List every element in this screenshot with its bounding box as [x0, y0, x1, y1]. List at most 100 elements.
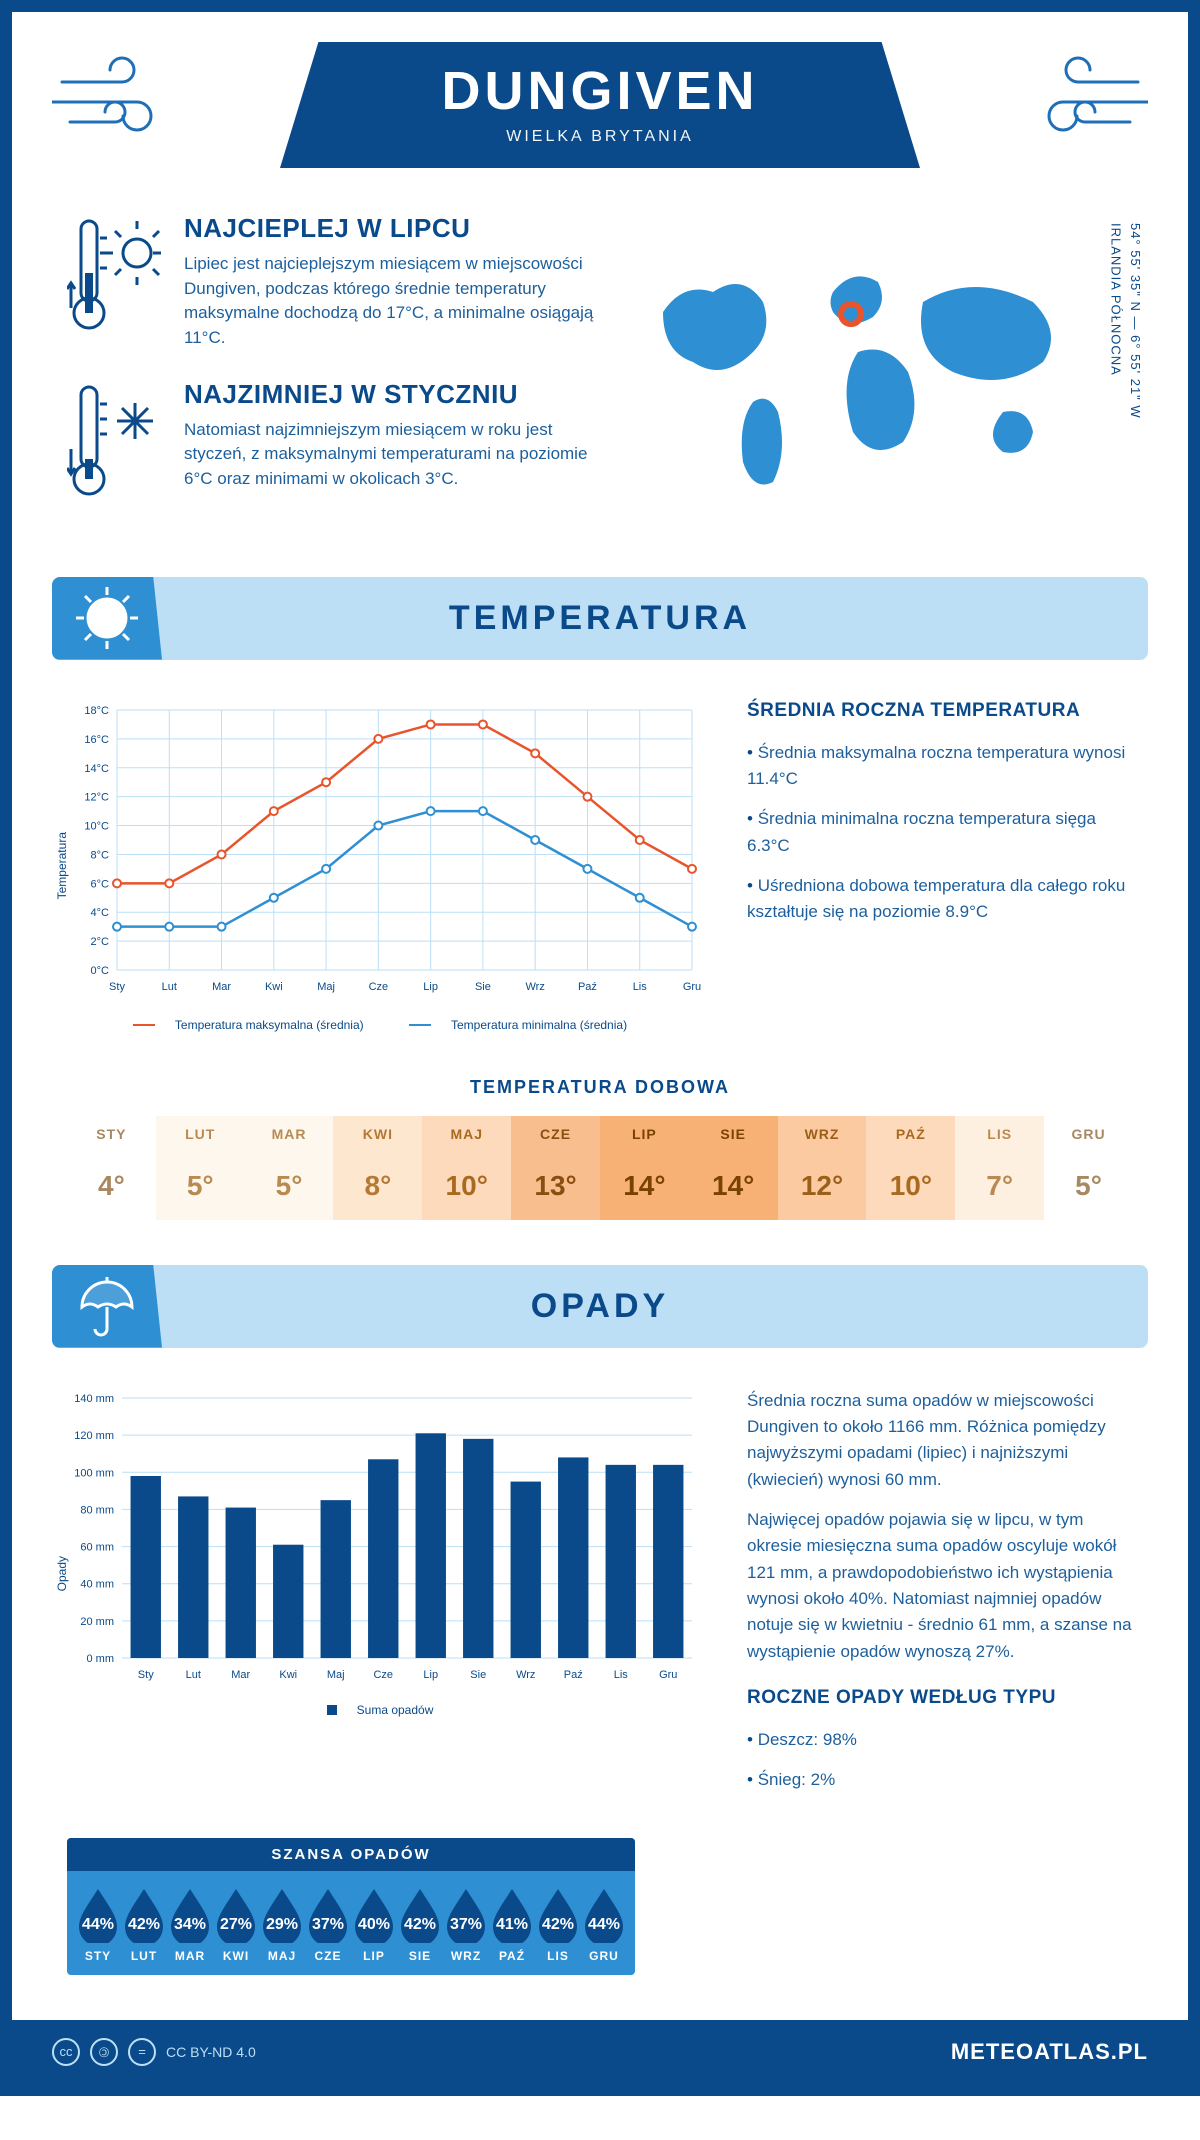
temp-legend: Temperatura maksymalna (średnia) Tempera…	[67, 1015, 707, 1032]
svg-text:Lut: Lut	[186, 1669, 201, 1681]
svg-text:18°C: 18°C	[84, 705, 109, 717]
rain-chance-item: 44% GRU	[581, 1887, 627, 1963]
rain-chance-item: 37% CZE	[305, 1887, 351, 1963]
daily-temp-cell: LIS7°	[955, 1116, 1044, 1220]
svg-text:29%: 29%	[266, 1916, 298, 1933]
svg-text:20 mm: 20 mm	[80, 1615, 114, 1627]
daily-temp-cell: SIE14°	[689, 1116, 778, 1220]
city-title: DUNGIVEN	[380, 60, 820, 122]
precipitation-bar-chart: Opady 0 mm20 mm40 mm60 mm80 mm100 mm120 …	[67, 1388, 707, 1808]
svg-text:80 mm: 80 mm	[80, 1504, 114, 1516]
warmest-block: NAJCIEPLEJ W LIPCU Lipiec jest najcieple…	[67, 213, 603, 351]
rain-chance-item: 42% LUT	[121, 1887, 167, 1963]
warmest-body: Lipiec jest najcieplejszym miesiącem w m…	[184, 252, 603, 351]
svg-text:Mar: Mar	[231, 1669, 250, 1681]
license: cc 🄯 = CC BY-ND 4.0	[52, 2038, 256, 2066]
umbrella-icon	[52, 1265, 162, 1348]
wind-icon	[52, 52, 182, 147]
coldest-block: NAJZIMNIEJ W STYCZNIU Natomiast najzimni…	[67, 379, 603, 514]
svg-text:Mar: Mar	[212, 981, 231, 993]
summary-bullet: Śnieg: 2%	[747, 1767, 1133, 1793]
svg-text:Wrz: Wrz	[516, 1669, 535, 1681]
wind-icon	[1018, 52, 1148, 147]
nd-icon: =	[128, 2038, 156, 2066]
svg-text:Lut: Lut	[162, 981, 177, 993]
svg-text:60 mm: 60 mm	[80, 1541, 114, 1553]
rain-chance-item: 34% MAR	[167, 1887, 213, 1963]
thermometer-snow-icon	[67, 379, 162, 514]
svg-text:Kwi: Kwi	[279, 1669, 297, 1681]
svg-text:Paź: Paź	[578, 981, 597, 993]
temperature-title: TEMPERATURA	[82, 599, 1118, 638]
daily-temp-cell: KWI8°	[333, 1116, 422, 1220]
rain-chance-item: 29% MAJ	[259, 1887, 305, 1963]
world-map: 54° 55' 35" N — 6° 55' 21" W IRLANDIA PÓ…	[633, 213, 1133, 542]
page-frame: DUNGIVEN WIELKA BRYTANIA	[0, 0, 1200, 2096]
thermometer-sun-icon	[67, 213, 162, 351]
precipitation-summary: Średnia roczna suma opadów w miejscowośc…	[747, 1388, 1133, 1808]
svg-text:Gru: Gru	[683, 981, 701, 993]
svg-text:Maj: Maj	[317, 981, 335, 993]
intro-section: NAJCIEPLEJ W LIPCU Lipiec jest najcieple…	[12, 188, 1188, 577]
svg-text:42%: 42%	[404, 1916, 436, 1933]
coordinates: 54° 55' 35" N — 6° 55' 21" W IRLANDIA PÓ…	[1106, 223, 1145, 419]
country-subtitle: WIELKA BRYTANIA	[380, 128, 820, 146]
svg-text:40 mm: 40 mm	[80, 1578, 114, 1590]
svg-text:Sty: Sty	[109, 981, 125, 993]
temperature-summary: ŚREDNIA ROCZNA TEMPERATURA Średnia maksy…	[747, 700, 1133, 1032]
rain-chance-item: 44% STY	[75, 1887, 121, 1963]
svg-text:Kwi: Kwi	[265, 981, 283, 993]
daily-temp-cell: LUT5°	[156, 1116, 245, 1220]
precip-legend: Suma opadów	[67, 1703, 707, 1718]
site-name: METEOATLAS.PL	[951, 2039, 1148, 2065]
svg-text:0 mm: 0 mm	[87, 1653, 115, 1665]
rain-chance-panel: SZANSA OPADÓW 44% STY 42% LUT 34% MAR 27…	[67, 1838, 635, 1975]
svg-text:41%: 41%	[496, 1916, 528, 1933]
svg-text:40%: 40%	[358, 1916, 390, 1933]
svg-text:Lis: Lis	[614, 1669, 629, 1681]
svg-text:37%: 37%	[312, 1916, 344, 1933]
by-icon: 🄯	[90, 2038, 118, 2066]
temperature-chart-row: Temperatura 0°C2°C4°C6°C8°C10°C12°C14°C1…	[12, 660, 1188, 1052]
rain-chance-item: 27% KWI	[213, 1887, 259, 1963]
svg-text:Lip: Lip	[423, 981, 438, 993]
svg-text:Gru: Gru	[659, 1669, 677, 1681]
rain-chance-item: 37% WRZ	[443, 1887, 489, 1963]
cc-icon: cc	[52, 2038, 80, 2066]
daily-temp-cell: WRZ12°	[778, 1116, 867, 1220]
summary-bullet: Deszcz: 98%	[747, 1727, 1133, 1753]
svg-text:Wrz: Wrz	[526, 981, 545, 993]
daily-temp-cell: LIP14°	[600, 1116, 689, 1220]
svg-text:4°C: 4°C	[91, 907, 110, 919]
svg-text:2°C: 2°C	[91, 936, 110, 948]
svg-text:120 mm: 120 mm	[74, 1430, 114, 1442]
temperature-section-header: TEMPERATURA	[52, 577, 1148, 660]
svg-text:Sty: Sty	[138, 1669, 154, 1681]
warmest-title: NAJCIEPLEJ W LIPCU	[184, 213, 603, 244]
footer: cc 🄯 = CC BY-ND 4.0 METEOATLAS.PL	[12, 2020, 1188, 2084]
header: DUNGIVEN WIELKA BRYTANIA	[12, 12, 1188, 188]
daily-temp-cell: PAŹ10°	[866, 1116, 955, 1220]
summary-bullet: Uśredniona dobowa temperatura dla całego…	[747, 873, 1133, 926]
svg-text:10°C: 10°C	[84, 820, 109, 832]
precipitation-title: OPADY	[82, 1287, 1118, 1326]
title-banner: DUNGIVEN WIELKA BRYTANIA	[280, 42, 920, 168]
svg-text:44%: 44%	[588, 1916, 620, 1933]
temperature-line-chart: Temperatura 0°C2°C4°C6°C8°C10°C12°C14°C1…	[67, 700, 707, 1032]
svg-text:44%: 44%	[82, 1916, 114, 1933]
svg-text:0°C: 0°C	[91, 965, 110, 977]
svg-text:140 mm: 140 mm	[74, 1393, 114, 1405]
svg-text:Lis: Lis	[633, 981, 648, 993]
svg-text:14°C: 14°C	[84, 762, 109, 774]
svg-text:34%: 34%	[174, 1916, 206, 1933]
svg-text:100 mm: 100 mm	[74, 1467, 114, 1479]
svg-text:42%: 42%	[128, 1916, 160, 1933]
svg-text:Sie: Sie	[475, 981, 491, 993]
svg-text:16°C: 16°C	[84, 733, 109, 745]
svg-text:8°C: 8°C	[91, 849, 110, 861]
rain-chance-item: 42% SIE	[397, 1887, 443, 1963]
daily-temp-cell: GRU5°	[1044, 1116, 1133, 1220]
svg-text:Paź: Paź	[564, 1669, 583, 1681]
summary-bullet: Średnia maksymalna roczna temperatura wy…	[747, 740, 1133, 793]
daily-temp-cell: MAR5°	[245, 1116, 334, 1220]
